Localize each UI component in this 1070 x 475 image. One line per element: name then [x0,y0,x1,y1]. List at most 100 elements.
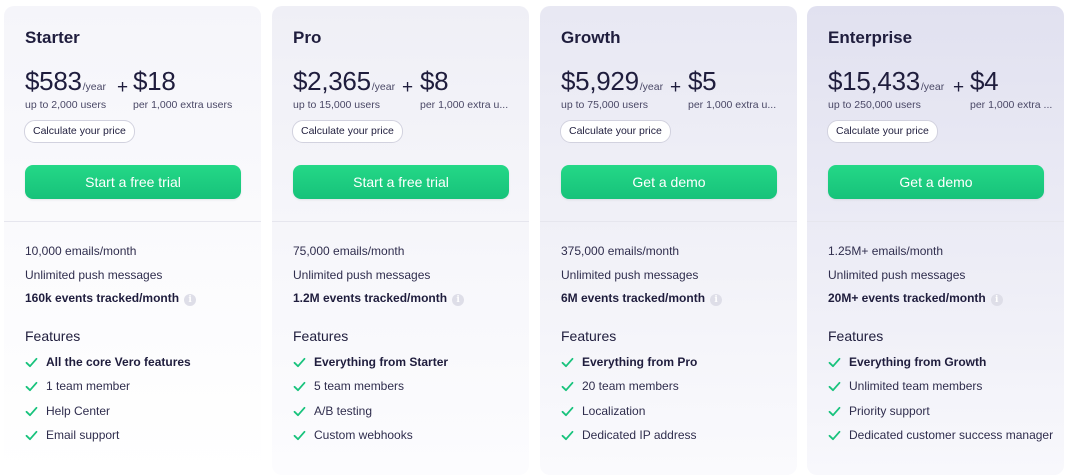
feature-label: 20 team members [582,379,679,394]
start-free-trial-button[interactable]: Start a free trial [25,165,241,199]
feature-label: Custom webhooks [314,428,413,443]
feature-item: All the core Vero features [25,354,255,371]
extra-price-amount: $5 [688,66,717,96]
feature-item: Everything from Growth [828,354,1058,371]
feature-label: Everything from Growth [849,355,987,369]
price-row: $15,433/year up to 250,000 users + $4 pe… [828,66,1058,111]
divider [540,221,797,222]
feature-label: 1 team member [46,379,131,394]
base-price-amount: $15,433 [828,66,920,96]
plan-name: Enterprise [828,28,913,47]
check-icon [561,431,574,441]
feature-list: All the core Vero features 1 team member… [25,354,255,452]
price-row: $2,365/year up to 15,000 users + $8 per … [293,66,523,111]
feature-item: 1 team member [25,378,255,395]
quota-events: 1.2M events tracked/month i [293,291,465,306]
quota-emails: 375,000 emails/month [561,244,680,258]
quota-events: 6M events tracked/month i [561,291,723,306]
features-heading: Features [828,328,884,344]
divider [272,221,529,222]
plan-card-growth: Growth $5,929/year up to 75,000 users + … [540,6,797,475]
base-users-label: up to 75,000 users [561,99,648,111]
feature-item: Unlimited team members [828,378,1058,395]
feature-item: 20 team members [561,378,791,395]
extra-price-amount: $4 [970,66,999,96]
check-icon [293,406,306,416]
extra-price-amount: $18 [133,66,176,96]
feature-label: A/B testing [314,403,373,418]
info-icon[interactable]: i [990,294,1003,306]
calculate-price-button[interactable]: Calculate your price [827,120,938,143]
get-demo-button[interactable]: Get a demo [828,165,1044,199]
feature-item: Dedicated IP address [561,427,791,444]
get-demo-button[interactable]: Get a demo [561,165,777,199]
plus-sign: + [117,77,129,98]
calculate-price-button[interactable]: Calculate your price [560,120,671,143]
check-icon [25,431,38,441]
features-heading: Features [25,328,81,344]
info-icon[interactable]: i [452,294,465,306]
start-free-trial-button[interactable]: Start a free trial [293,165,509,199]
base-price-amount: $2,365 [293,66,371,96]
feature-label: Localization [582,403,646,418]
check-icon [25,406,38,416]
feature-item: A/B testing [293,403,523,420]
check-icon [293,431,306,441]
info-icon[interactable]: i [184,294,197,306]
extra-users-label: per 1,000 extra u... [420,99,509,111]
plan-card-starter: Starter $583/year up to 2,000 users + $1… [4,6,261,475]
check-icon [25,382,38,392]
quota-emails: 10,000 emails/month [25,244,137,258]
plus-sign: + [670,77,682,98]
plus-sign: + [402,77,414,98]
plan-name: Starter [25,28,80,47]
check-icon [561,357,574,368]
feature-item: Everything from Pro [561,354,791,371]
feature-item: Dedicated customer success manager [828,427,1058,444]
check-icon [293,382,306,392]
calculate-price-button[interactable]: Calculate your price [24,120,135,143]
base-users-label: up to 2,000 users [25,99,107,111]
feature-label: Email support [46,428,120,443]
feature-item: Priority support [828,403,1058,420]
features-heading: Features [293,328,349,344]
info-icon[interactable]: i [710,294,723,306]
check-icon [561,382,574,392]
check-icon [828,431,841,441]
quota-emails: 1.25M+ emails/month [828,244,944,258]
feature-label: Dedicated IP address [582,428,697,443]
base-price-amount: $5,929 [561,66,639,96]
feature-item: Help Center [25,403,255,420]
plan-name: Growth [561,28,621,47]
feature-item: Localization [561,403,791,420]
base-price: $5,929/year [561,66,663,97]
base-price: $15,433/year [828,66,944,97]
divider [4,221,261,222]
calculate-price-button[interactable]: Calculate your price [292,120,403,143]
feature-label: Everything from Pro [582,355,698,369]
divider [807,221,1064,222]
check-icon [828,382,841,392]
quota-events-label: 1.2M events tracked/month [293,291,448,305]
plan-name: Pro [293,28,322,47]
per-year-label: /year [82,81,106,93]
feature-label: Everything from Starter [314,355,449,369]
features-heading: Features [561,328,617,344]
plan-card-pro: Pro $2,365/year up to 15,000 users + $8 … [272,6,529,475]
base-users-label: up to 250,000 users [828,99,921,111]
quota-events-label: 160k events tracked/month [25,291,180,305]
quota-push: Unlimited push messages [293,268,431,282]
feature-item: 5 team members [293,378,523,395]
feature-list: Everything from Pro 20 team members Loca… [561,354,791,452]
per-year-label: /year [920,81,945,93]
feature-item: Everything from Starter [293,354,523,371]
feature-label: Help Center [46,403,111,418]
feature-list: Everything from Starter 5 team members A… [293,354,523,452]
feature-label: Unlimited team members [849,379,983,394]
quota-events: 20M+ events tracked/month i [828,291,1003,306]
quota-push: Unlimited push messages [25,268,163,282]
feature-label: 5 team members [314,379,405,394]
extra-price-amount: $8 [420,66,449,96]
price-row: $583/year up to 2,000 users + $18 per 1,… [25,66,255,111]
